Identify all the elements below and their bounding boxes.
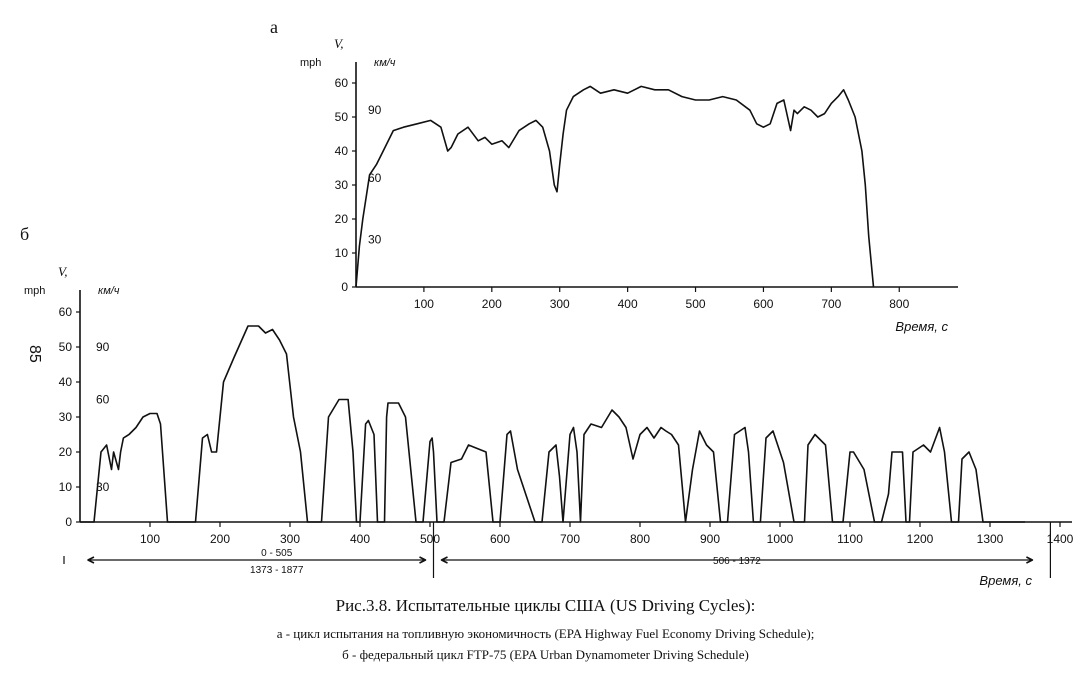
- a-x-tick-label: 700: [821, 297, 841, 311]
- a-y-tick-label: 50: [335, 110, 349, 124]
- b-kmh-label: 90: [96, 340, 110, 354]
- a-x-tick-label: 300: [550, 297, 570, 311]
- a-y-tick-label: 40: [335, 144, 349, 158]
- b-ylabel-mph: mph: [24, 285, 45, 297]
- a-x-tick-label: 200: [482, 297, 502, 311]
- b-y-tick-label: 50: [59, 340, 73, 354]
- b-x-tick-label: 400: [350, 532, 370, 546]
- a-y-tick-label: 20: [335, 212, 349, 226]
- b-x-tick-label: 200: [210, 532, 230, 546]
- b-panel-label: б: [20, 224, 29, 244]
- a-y-tick-label: 30: [335, 178, 349, 192]
- b-x-tick-label: 100: [140, 532, 160, 546]
- a-kmh-label: 90: [368, 103, 382, 117]
- b-x-tick-label: 700: [560, 532, 580, 546]
- bracket-left-label-1: 0 - 505: [261, 548, 293, 559]
- b-y-tick-label: 0: [65, 515, 72, 529]
- a-ylabel-mph: mph: [300, 57, 321, 69]
- a-panel-label: а: [270, 17, 278, 37]
- b-y-tick-label: 40: [59, 375, 73, 389]
- b-y-tick-label: 10: [59, 480, 73, 494]
- a-y-tick-label: 10: [335, 246, 349, 260]
- caption-line-a: а - цикл испытания на топливную экономич…: [276, 626, 815, 641]
- b-kmh-label: 60: [96, 393, 110, 407]
- b-x-tick-label: 500: [420, 532, 440, 546]
- b-x-tick-label: 1000: [767, 532, 794, 546]
- a-x-tick-label: 500: [686, 297, 706, 311]
- a-y-tick-label: 60: [335, 76, 349, 90]
- a-x-tick-label: 400: [618, 297, 638, 311]
- chart-panel-a: 0 10 20 30 40 50 60 100 200 300 400 500 600 700 800 90 6…: [270, 17, 958, 334]
- a-xlabel: Время, с: [895, 319, 948, 334]
- a-kmh-label: 30: [368, 232, 382, 246]
- b-xlabel: Время, с: [979, 573, 1032, 588]
- a-kmh-label: 60: [368, 171, 382, 185]
- b-x-tick-label: 300: [280, 532, 300, 546]
- bracket-right-arrow-left: [440, 556, 448, 564]
- b-y-tick-label: 60: [59, 305, 73, 319]
- figure-caption: Рис.3.8. Испытательные циклы США (US Dri…: [335, 596, 756, 615]
- b-y-tick-label: 20: [59, 445, 73, 459]
- bracket-left-arrow-left: [87, 556, 95, 564]
- page-number: 85: [26, 345, 43, 363]
- b-x-tick-label: 800: [630, 532, 650, 546]
- bracket-right-label: 506 - 1372: [713, 556, 761, 567]
- a-speed-trace: [355, 85, 875, 288]
- a-x-tick-label: 800: [889, 297, 909, 311]
- b-x-tick-label: 1300: [977, 532, 1004, 546]
- bracket-right-arrow-right: [1026, 556, 1034, 564]
- caption-line-b: б - федеральный цикл FTP-75 (EPA Urban D…: [342, 647, 749, 662]
- b-kmh-label: 30: [96, 480, 110, 494]
- b-x-tick-label: 900: [700, 532, 720, 546]
- b-speed-trace: [80, 325, 1025, 523]
- a-ylabel-kmh: км/ч: [374, 57, 396, 69]
- b-x-tick-label: 600: [490, 532, 510, 546]
- a-x-tick-label: 100: [414, 297, 434, 311]
- b-ylabel-symbol: V,: [58, 264, 68, 279]
- b-y-tick-label: 30: [59, 410, 73, 424]
- b-ylabel-kmh: км/ч: [98, 285, 120, 297]
- b-x-tick-label: 1200: [907, 532, 934, 546]
- b-x-tick-label: 1100: [837, 532, 863, 546]
- bracket-left-arrow-right: [419, 556, 427, 564]
- b-x-tick-label: 1400: [1047, 532, 1074, 546]
- a-x-tick-label: 600: [753, 297, 773, 311]
- a-ylabel-symbol: V,: [334, 36, 344, 51]
- bracket-left-label-2: 1373 - 1877: [250, 565, 304, 576]
- a-y-tick-label: 0: [341, 280, 348, 294]
